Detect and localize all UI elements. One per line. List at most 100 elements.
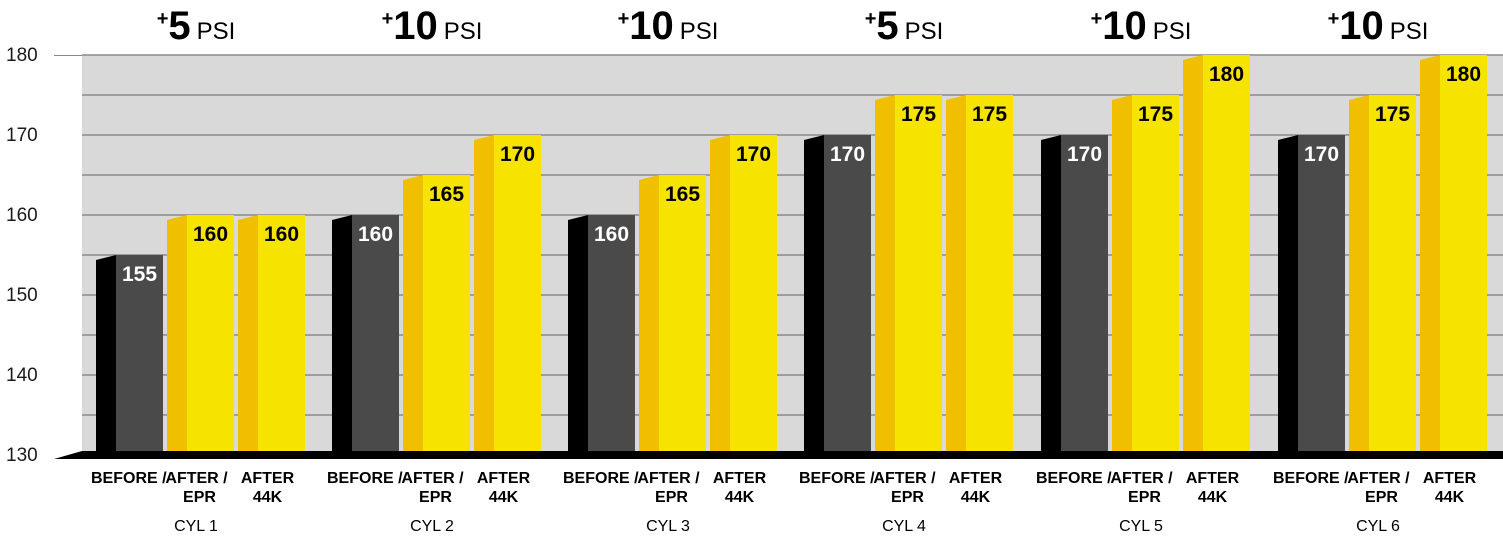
bar-side <box>1183 55 1203 455</box>
x-category-label: AFTER / <box>1347 470 1410 487</box>
gain-value: 5 <box>876 4 898 48</box>
bar-value-label: 170 <box>830 143 865 166</box>
x-category-label: BEFORE / <box>327 470 403 487</box>
bar-value-label: 175 <box>1375 103 1410 126</box>
bar-value-label: 175 <box>901 103 936 126</box>
cylinder-label: CYL 4 <box>882 518 926 535</box>
bar-side <box>1278 135 1298 455</box>
bar-side <box>804 135 824 455</box>
x-category-label: 44K <box>1198 489 1228 506</box>
y-tick-label: 130 <box>6 445 38 466</box>
x-category-label: AFTER / <box>165 470 228 487</box>
gain-value: 10 <box>1339 4 1384 48</box>
gain-annotation: +10 PSI <box>1328 4 1429 48</box>
x-category-label: EPR <box>183 489 216 506</box>
x-category-label: 44K <box>253 489 283 506</box>
gain-unit: PSI <box>1390 18 1429 45</box>
bar-value-label: 170 <box>500 143 535 166</box>
bar-side <box>875 95 895 455</box>
cylinder-label: CYL 6 <box>1356 518 1400 535</box>
bar <box>1132 95 1179 455</box>
bar <box>1440 55 1487 455</box>
gain-plus-sign: + <box>157 8 169 30</box>
bar-side <box>710 135 730 455</box>
bar-value-label: 175 <box>1138 103 1173 126</box>
x-category-label: BEFORE / <box>91 470 167 487</box>
gain-unit: PSI <box>680 18 719 45</box>
bar <box>730 135 777 455</box>
cylinder-label: CYL 3 <box>646 518 690 535</box>
bar-side <box>96 255 116 455</box>
x-category-label: 44K <box>489 489 519 506</box>
x-category-label: AFTER <box>1186 470 1240 487</box>
bar-value-label: 160 <box>193 223 228 246</box>
x-category-label: 44K <box>1435 489 1465 506</box>
bar <box>966 95 1013 455</box>
gain-plus-sign: + <box>382 8 394 30</box>
y-tick-label: 170 <box>6 125 38 146</box>
gain-value: 10 <box>1102 4 1147 48</box>
x-category-label: BEFORE / <box>1273 470 1349 487</box>
gain-value: 5 <box>168 4 190 48</box>
baseline <box>54 451 1503 459</box>
gain-unit: PSI <box>905 18 944 45</box>
x-category-label: AFTER / <box>1110 470 1173 487</box>
x-category-label: EPR <box>891 489 924 506</box>
bar-side <box>474 135 494 455</box>
bar <box>116 255 163 455</box>
gain-value: 10 <box>393 4 438 48</box>
x-category-label: AFTER / <box>401 470 464 487</box>
gain-annotation: +10 PSI <box>618 4 719 48</box>
gain-unit: PSI <box>197 18 236 45</box>
cylinder-label: CYL 1 <box>174 518 218 535</box>
bar <box>824 135 871 455</box>
bar-value-label: 160 <box>264 223 299 246</box>
bar-side <box>403 175 423 455</box>
x-category-label: 44K <box>961 489 991 506</box>
bar-side <box>1041 135 1061 455</box>
x-category-label: EPR <box>1128 489 1161 506</box>
gain-annotation: +5 PSI <box>157 4 236 48</box>
x-category-label: EPR <box>419 489 452 506</box>
bar-value-label: 180 <box>1209 63 1244 86</box>
bar <box>1203 55 1250 455</box>
bar-side <box>1112 95 1132 455</box>
x-category-label: BEFORE / <box>563 470 639 487</box>
bar <box>1061 135 1108 455</box>
bar-value-label: 180 <box>1446 63 1481 86</box>
y-tick-label: 150 <box>6 285 38 306</box>
bar-side <box>332 215 352 455</box>
y-tick-label: 140 <box>6 365 38 386</box>
x-category-label: AFTER <box>949 470 1003 487</box>
bar <box>659 175 706 455</box>
x-category-label: AFTER / <box>873 470 936 487</box>
gain-plus-sign: + <box>1328 8 1340 30</box>
bar <box>187 215 234 455</box>
bar <box>1298 135 1345 455</box>
bar-value-label: 170 <box>736 143 771 166</box>
gain-plus-sign: + <box>618 8 630 30</box>
bar-side <box>639 175 659 455</box>
x-category-label: AFTER <box>713 470 767 487</box>
x-category-label: EPR <box>655 489 688 506</box>
bar-value-label: 165 <box>429 183 464 206</box>
x-category-label: BEFORE / <box>1036 470 1112 487</box>
bar-side <box>1420 55 1440 455</box>
bar-value-label: 175 <box>972 103 1007 126</box>
bar-value-label: 155 <box>122 263 157 286</box>
gain-unit: PSI <box>444 18 483 45</box>
x-category-label: AFTER <box>477 470 531 487</box>
gain-annotation: +10 PSI <box>382 4 483 48</box>
gain-plus-sign: + <box>865 8 877 30</box>
gain-annotation: +5 PSI <box>865 4 944 48</box>
bar <box>1369 95 1416 455</box>
bar-value-label: 160 <box>594 223 629 246</box>
bar <box>423 175 470 455</box>
bar <box>588 215 635 455</box>
bar-side <box>167 215 187 455</box>
bar <box>258 215 305 455</box>
bar-value-label: 170 <box>1067 143 1102 166</box>
x-category-label: EPR <box>1365 489 1398 506</box>
y-tick-label: 180 <box>6 45 38 66</box>
